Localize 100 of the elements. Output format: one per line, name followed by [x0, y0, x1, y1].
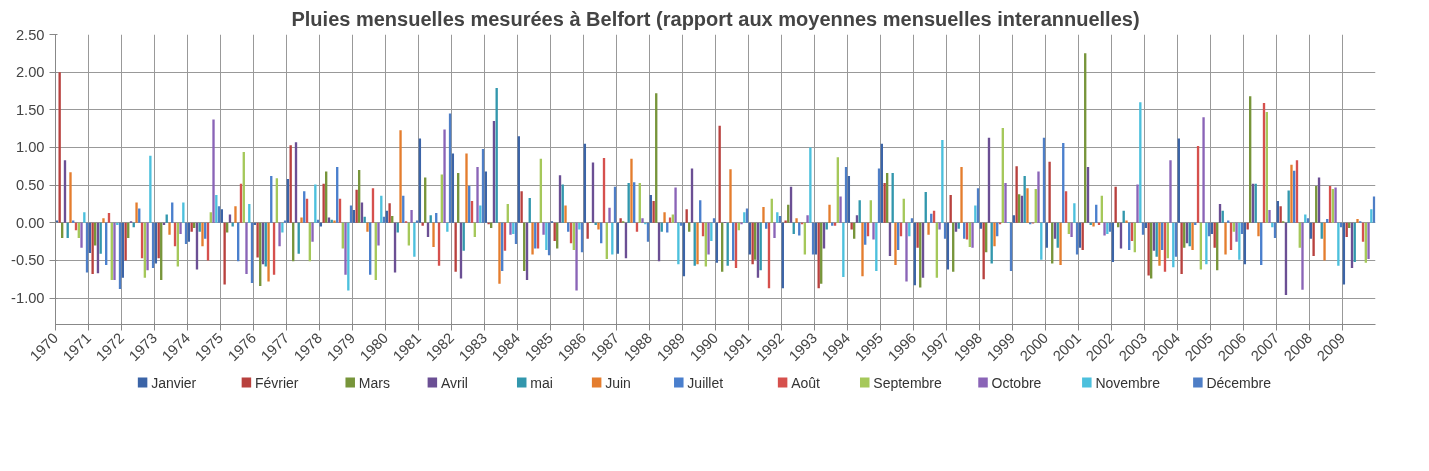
bar	[1290, 164, 1293, 223]
bar	[828, 204, 831, 223]
y-tick-label: 2.50	[15, 26, 45, 43]
y-tick-label: 1.00	[15, 139, 45, 156]
bar	[795, 218, 798, 223]
bar	[927, 222, 930, 235]
bar	[432, 222, 435, 247]
bar	[1312, 222, 1315, 256]
bar	[729, 169, 732, 223]
bar	[531, 222, 534, 255]
bar	[1257, 222, 1260, 237]
bar	[1367, 222, 1370, 259]
legend-label: Décembre	[1206, 374, 1272, 391]
bar	[149, 155, 152, 223]
bar	[960, 167, 963, 223]
bar	[839, 196, 842, 223]
bar	[102, 218, 105, 223]
bar	[201, 222, 204, 247]
bar	[498, 222, 501, 284]
y-tick-label: 1.50	[15, 101, 45, 118]
bar	[322, 183, 325, 223]
bar	[454, 222, 457, 272]
bar	[905, 222, 908, 282]
bar	[234, 206, 237, 223]
bar	[245, 222, 248, 275]
bar	[465, 153, 468, 223]
bar	[773, 222, 776, 238]
bar	[281, 222, 284, 233]
legend-label: mai	[530, 374, 553, 391]
bar	[710, 222, 713, 241]
bar	[1125, 220, 1128, 223]
bar	[1158, 222, 1161, 266]
bar	[1246, 222, 1249, 230]
bar	[586, 222, 589, 239]
bar	[1205, 222, 1208, 265]
legend-label: Août	[791, 374, 821, 391]
legend-label: Janvier	[151, 374, 197, 391]
legend-label: Juin	[605, 374, 631, 391]
bar	[751, 222, 754, 265]
bar	[861, 222, 864, 277]
bar	[1279, 206, 1282, 223]
bar	[58, 72, 61, 223]
bar	[410, 210, 413, 223]
y-tick-label: -0.50	[11, 252, 45, 269]
bar	[182, 202, 185, 223]
bar	[1224, 222, 1227, 255]
bar	[578, 222, 581, 230]
bar	[883, 182, 886, 223]
bar	[91, 222, 94, 275]
bar	[677, 222, 680, 265]
legend-label: Février	[254, 374, 299, 391]
bar	[520, 191, 523, 223]
bar	[388, 203, 391, 223]
bar	[168, 222, 171, 235]
bar	[1136, 184, 1139, 223]
bar	[941, 139, 944, 223]
bar	[993, 222, 996, 247]
bar	[1306, 218, 1310, 223]
bar	[1301, 222, 1304, 290]
y-tick-label: 2.00	[15, 64, 45, 81]
y-tick-label: 0.50	[15, 177, 45, 194]
bar	[1268, 210, 1271, 223]
bar	[1169, 160, 1172, 223]
bar	[762, 206, 765, 223]
legend-label: Septembre	[873, 374, 942, 391]
legend-label: Juillet	[687, 374, 724, 391]
bar	[1037, 171, 1040, 223]
bar	[446, 222, 449, 232]
bar	[1180, 222, 1183, 275]
bar	[894, 222, 897, 265]
bar	[344, 222, 347, 275]
legend-label: Octobre	[991, 374, 1042, 391]
bar	[938, 222, 941, 230]
chart-title: Pluies mensuelles mesurées à Belfort (rapport aux moyennes mensuelles interannuelles)	[291, 7, 1140, 30]
bar	[630, 158, 633, 223]
bar	[223, 222, 226, 285]
legend-label: Avril	[440, 374, 468, 391]
bar	[366, 222, 369, 232]
bar	[707, 222, 710, 255]
bar	[652, 200, 655, 223]
bar	[872, 222, 875, 240]
bar	[1048, 161, 1051, 223]
bar	[982, 222, 985, 280]
bar	[1238, 222, 1241, 260]
bar	[842, 222, 845, 278]
bar	[69, 172, 72, 223]
bar	[314, 184, 317, 223]
bar	[564, 205, 567, 223]
bar	[663, 212, 666, 223]
bar	[355, 189, 358, 223]
bar	[1004, 182, 1007, 223]
bar	[1015, 166, 1018, 223]
bar	[1337, 222, 1340, 266]
bar	[1370, 209, 1373, 223]
bar	[1235, 222, 1238, 242]
bar	[806, 215, 809, 223]
bar	[575, 222, 578, 291]
bar	[916, 222, 919, 248]
bar	[641, 218, 644, 223]
bar	[267, 222, 270, 282]
